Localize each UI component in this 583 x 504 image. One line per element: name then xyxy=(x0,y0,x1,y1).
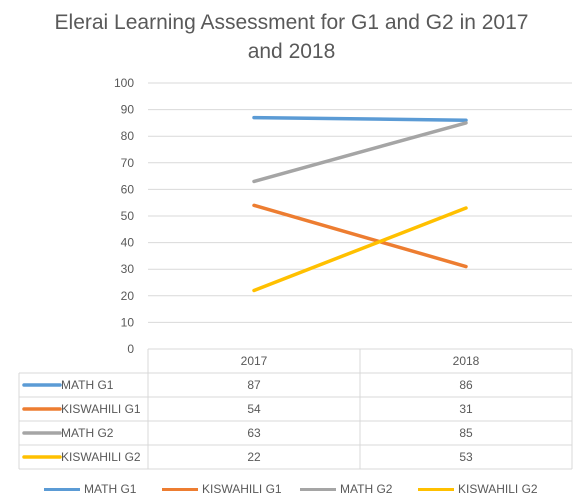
y-tick-label-30: 30 xyxy=(121,262,135,276)
y-tick-label-0: 0 xyxy=(127,342,134,356)
y-axis-tick-labels: 0 10 20 30 40 50 60 70 80 90 100 xyxy=(114,76,134,356)
legend-label: MATH G1 xyxy=(84,482,137,496)
table-cell-value: 22 xyxy=(247,450,261,464)
y-tick-label-20: 20 xyxy=(121,289,135,303)
table-cell-value: 54 xyxy=(247,402,261,416)
legend-swatch xyxy=(300,488,336,492)
y-tick-label-40: 40 xyxy=(121,236,135,250)
table-header-2018: 2018 xyxy=(453,354,480,368)
table-row-label: MATH G2 xyxy=(61,426,114,440)
chart-title-line-1: Elerai Learning Assessment for G1 and G2… xyxy=(54,11,529,34)
series-lines xyxy=(252,115,468,293)
table-cell-value: 85 xyxy=(459,426,473,440)
chart-legend: MATH G1 KISWAHILI G1 MATH G2 KISWAHILI G2 xyxy=(0,478,583,500)
table-cell-value: 31 xyxy=(459,402,473,416)
table-header-2017: 2017 xyxy=(241,354,268,368)
y-tick-label-70: 70 xyxy=(121,156,135,170)
legend-item: KISWAHILI G2 xyxy=(418,478,538,500)
legend-swatch xyxy=(44,488,80,492)
y-tick-label-50: 50 xyxy=(121,209,135,223)
table-cell-value: 86 xyxy=(459,378,473,392)
legend-item: MATH G2 xyxy=(300,478,392,500)
legend-label: KISWAHILI G1 xyxy=(202,482,282,496)
table-row-label: KISWAHILI G1 xyxy=(61,402,141,416)
series-line-math-g2 xyxy=(252,121,468,184)
chart-title-line-2: and 2018 xyxy=(247,40,336,63)
table-row-label: MATH G1 xyxy=(61,378,114,392)
legend-label: KISWAHILI G2 xyxy=(458,482,538,496)
legend-label: MATH G2 xyxy=(340,482,393,496)
chart-title: Elerai Learning Assessment for G1 and G2… xyxy=(0,8,583,66)
gridlines xyxy=(148,82,572,323)
y-tick-label-10: 10 xyxy=(121,315,135,329)
legend-item: MATH G1 xyxy=(44,478,136,500)
series-line-kiswahili-g2 xyxy=(252,206,468,293)
table-cell-value: 53 xyxy=(459,450,473,464)
legend-item: KISWAHILI G1 xyxy=(162,478,282,500)
y-tick-label-60: 60 xyxy=(121,182,135,196)
table-cell-value: 87 xyxy=(247,378,261,392)
data-table: 2017 2018 MATH G1 87 86 KISWAHILI G1 54 31 MATH … xyxy=(18,348,573,470)
y-tick-label-100: 100 xyxy=(114,76,134,90)
series-line-kiswahili-g1 xyxy=(252,203,468,269)
legend-swatch xyxy=(162,488,198,492)
series-line-math-g1 xyxy=(252,115,468,122)
legend-swatch xyxy=(418,488,454,492)
y-tick-label-80: 80 xyxy=(121,129,135,143)
table-row-label: KISWAHILI G2 xyxy=(61,450,141,464)
y-tick-label-90: 90 xyxy=(121,103,135,117)
table-cell-value: 63 xyxy=(247,426,261,440)
